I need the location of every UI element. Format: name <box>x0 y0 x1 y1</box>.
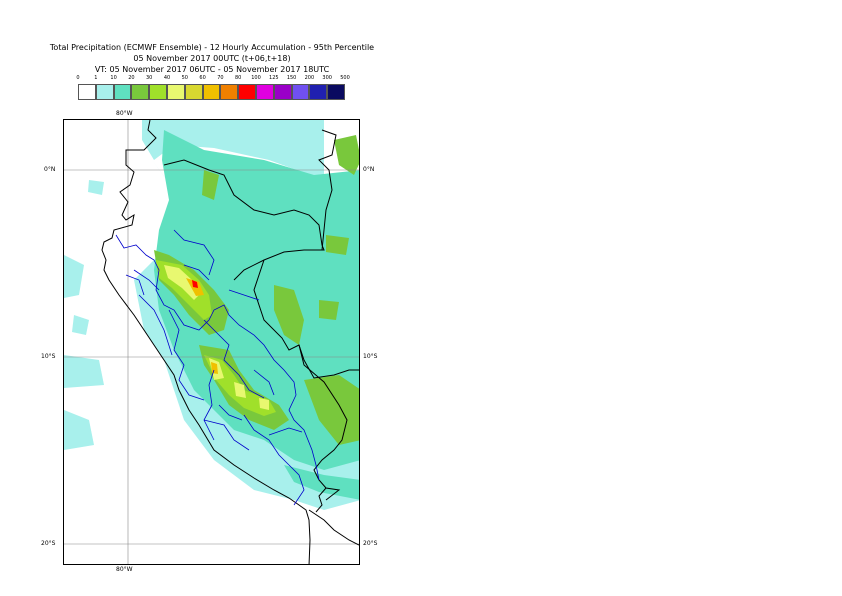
legend-threshold-label: 60 <box>199 75 206 81</box>
legend-color-box <box>184 84 203 100</box>
legend-threshold-label: 40 <box>163 75 171 81</box>
country-borders <box>101 120 359 564</box>
legend-threshold-label: 1 <box>94 75 98 81</box>
legend-threshold-label: 20 <box>128 75 135 81</box>
legend-color-box <box>291 84 310 100</box>
legend-threshold-label: 200 <box>304 75 315 81</box>
legend-threshold-label: 125 <box>269 75 279 81</box>
lat-lon-grid <box>64 120 359 564</box>
lon-label-top: 80°W <box>116 110 133 117</box>
legend-threshold-label: 10 <box>110 75 117 81</box>
lat-label-10s-left: 10°S <box>41 353 56 360</box>
map-canvas <box>64 120 359 564</box>
color-legend <box>78 84 345 100</box>
legend-threshold-label: 50 <box>181 75 188 81</box>
legend-color-box <box>78 84 96 100</box>
legend-color-box <box>238 84 256 100</box>
title-line-1: Total Precipitation (ECMWF Ensemble) - 1… <box>49 43 375 52</box>
heavy-precip-shading <box>156 260 276 416</box>
legend-color-box <box>166 84 185 100</box>
lon-label-bottom: 80°W <box>116 566 133 573</box>
legend-color-box <box>255 84 274 100</box>
legend-threshold-label: 300 <box>322 75 332 81</box>
legend-threshold-label: 70 <box>217 75 224 81</box>
legend-threshold-label: 150 <box>286 75 297 81</box>
title-line-2: 05 November 2017 00UTC (t+06,t+18) <box>133 54 291 63</box>
lat-label-10s-right: 10°S <box>363 353 378 360</box>
legend-color-box <box>149 84 167 100</box>
region-borders <box>115 229 320 506</box>
legend-color-box <box>327 84 345 100</box>
legend-threshold-label: 500 <box>340 75 350 81</box>
legend-color-box <box>309 84 328 100</box>
legend-threshold-label: 30 <box>146 75 153 81</box>
legend-color-box <box>113 84 132 100</box>
legend-threshold-label: 100 <box>251 75 261 81</box>
lat-label-20s-left: 20°S <box>41 540 56 547</box>
legend-threshold-label: 0 <box>76 75 80 81</box>
legend-color-box <box>202 84 221 100</box>
title-line-3: VT: 05 November 2017 06UTC - 05 November… <box>94 65 330 74</box>
legend-color-box <box>131 84 150 100</box>
legend-color-box <box>95 84 114 100</box>
legend-color-box <box>273 84 292 100</box>
legend-threshold-label: 80 <box>235 75 242 81</box>
lat-label-eq-right: 0°N <box>363 166 375 173</box>
legend-threshold-labels: 0 1 10 20 30 40 50 60 70 80 100 125 150 200 300 500 <box>60 75 380 83</box>
lat-label-20s-right: 20°S <box>363 540 378 547</box>
precipitation-map <box>63 119 360 565</box>
lat-label-eq-left: 0°N <box>44 166 56 173</box>
legend-color-box <box>220 84 239 100</box>
